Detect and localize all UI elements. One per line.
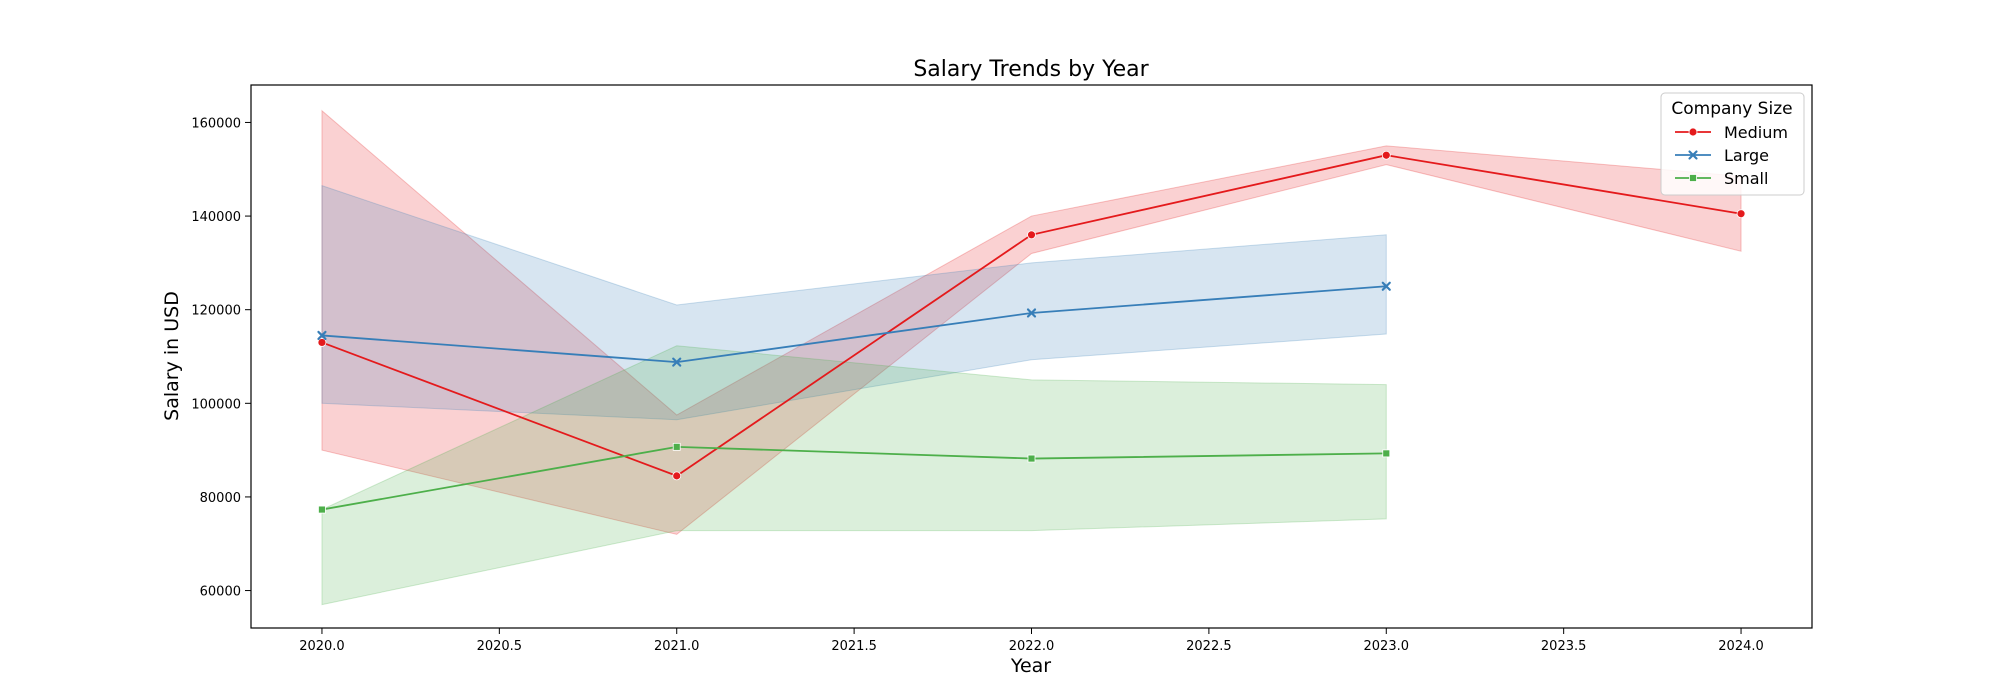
x-tick-label: 2022.0 <box>1009 639 1055 654</box>
x-tick-label: 2023.0 <box>1364 639 1410 654</box>
ci-band-large <box>321 184 1387 421</box>
y-axis: 60000 80000 100000 120000 140000 160000 <box>191 116 251 600</box>
legend-label-small: Small <box>1724 169 1768 188</box>
y-tick-label: 80000 <box>200 491 241 506</box>
y-tick-label: 160000 <box>191 116 241 131</box>
chart-title: Salary Trends by Year <box>913 57 1149 82</box>
data-point-small <box>1382 449 1391 458</box>
legend-entries: Medium Large Small <box>1675 123 1788 188</box>
data-point-small <box>672 442 681 451</box>
x-tick-label: 2022.5 <box>1186 639 1232 654</box>
data-point-large <box>317 330 327 341</box>
data-point-small <box>1027 454 1036 463</box>
x-tick-label: 2021.5 <box>831 639 877 654</box>
y-axis-title: Salary in USD <box>161 291 183 421</box>
legend-marker-small <box>1689 174 1697 182</box>
data-point-large <box>672 357 682 367</box>
legend-marker-large <box>1688 150 1698 160</box>
y-tick-label: 100000 <box>191 397 241 412</box>
y-tick-label: 140000 <box>191 210 241 225</box>
data-point-medium <box>1027 230 1036 240</box>
legend-box <box>1660 92 1805 196</box>
x-tick-label: 2020.0 <box>299 639 345 654</box>
x-tick-label: 2021.0 <box>654 639 700 654</box>
x-tick-label: 2023.5 <box>1541 639 1587 654</box>
y-tick-label: 120000 <box>191 304 241 319</box>
ci-band-small <box>321 345 1387 606</box>
legend-marker-medium <box>1688 127 1698 137</box>
legend-title: Company Size <box>1671 99 1792 119</box>
series-markers <box>317 150 1746 514</box>
confidence-bands <box>321 109 1742 606</box>
x-tick-label: 2024.0 <box>1718 639 1764 654</box>
data-point-medium <box>672 471 682 481</box>
data-point-large <box>1381 281 1391 291</box>
data-point-medium <box>1381 150 1391 160</box>
data-point-small <box>318 505 326 514</box>
legend-label-large: Large <box>1724 146 1769 165</box>
series-line-small <box>321 445 1387 511</box>
data-point-large <box>1026 308 1037 318</box>
y-tick-label: 60000 <box>200 585 241 600</box>
x-axis-title: Year <box>1010 655 1051 677</box>
x-axis: 2020.0 2020.5 2021.0 2021.5 2022.0 2022.5 2023… <box>299 628 1764 654</box>
data-point-medium <box>1736 209 1746 219</box>
data-point-medium <box>317 338 327 347</box>
legend: Company Size Medium Large Small <box>1660 92 1805 196</box>
legend-label-medium: Medium <box>1724 123 1788 142</box>
series-line-large <box>321 285 1387 364</box>
x-tick-label: 2020.5 <box>477 639 523 654</box>
ci-band-medium <box>321 109 1742 535</box>
